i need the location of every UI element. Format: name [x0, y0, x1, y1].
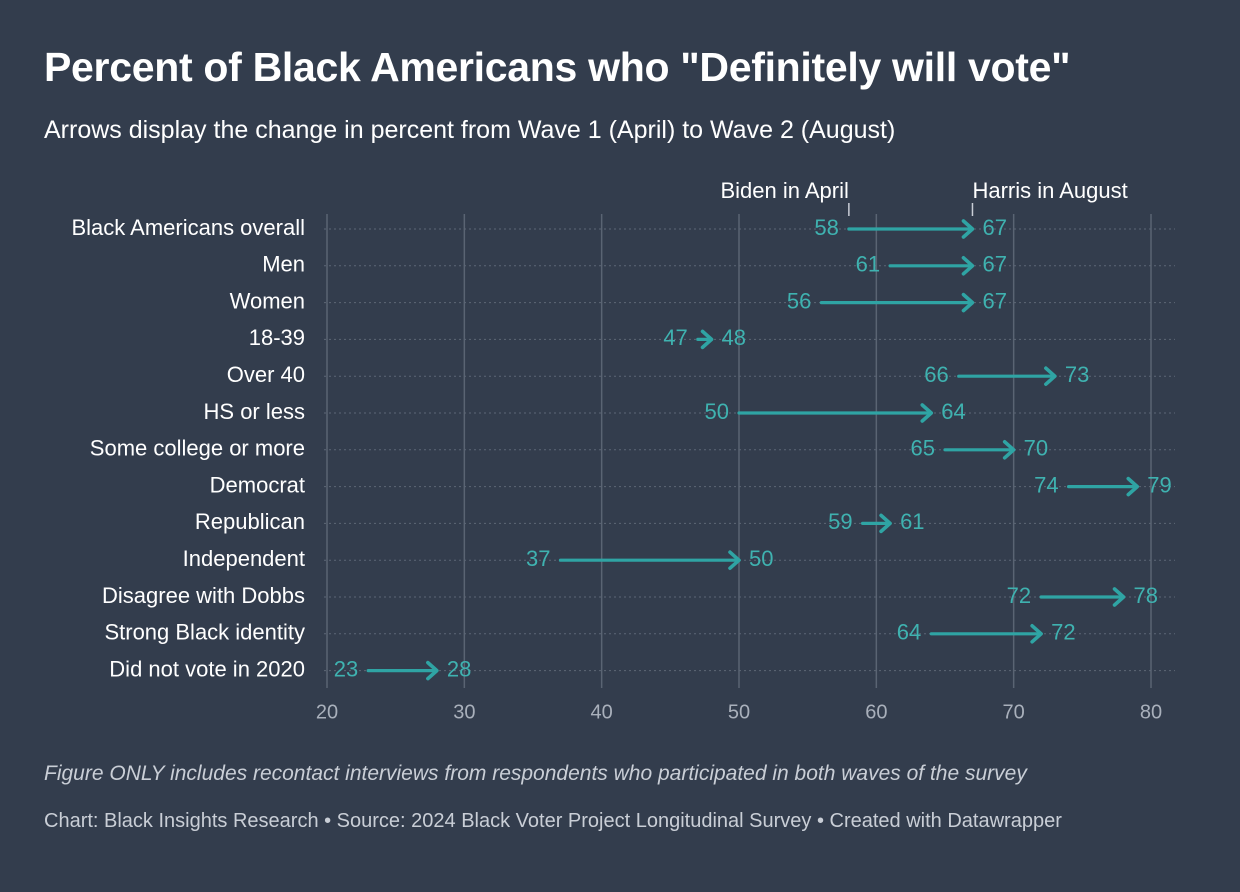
- category-label: Black Americans overall: [71, 215, 305, 240]
- arrow-head: [961, 219, 975, 239]
- category-label: Over 40: [227, 362, 305, 387]
- category-label: Some college or more: [90, 436, 305, 461]
- arrow-head: [1002, 439, 1016, 460]
- end-value-label: 64: [941, 399, 965, 424]
- category-label: HS or less: [204, 399, 305, 424]
- x-tick-label-60: 60: [865, 701, 887, 723]
- x-tick-label-50: 50: [728, 701, 750, 723]
- start-value-label: 74: [1034, 472, 1058, 497]
- start-value-label: 47: [663, 325, 687, 350]
- chart-title: Percent of Black Americans who "Definite…: [44, 44, 1071, 90]
- data-rows: Black Americans overall 58 67 Men 61 67 Women 5…: [71, 215, 1171, 682]
- x-axis: 20 30 40 50 60 70 80: [316, 701, 1162, 723]
- arrow-head: [1126, 476, 1140, 497]
- x-tick-label-70: 70: [1003, 701, 1025, 723]
- category-label: 18-39: [249, 325, 305, 350]
- start-value-label: 64: [897, 620, 921, 645]
- arrow-head: [426, 660, 439, 681]
- x-tick-label-80: 80: [1140, 701, 1162, 723]
- arrow-head: [1044, 366, 1057, 386]
- end-value-label: 50: [749, 546, 773, 571]
- start-value-label: 59: [828, 509, 852, 534]
- arrow-head: [700, 329, 714, 350]
- category-label: Men: [262, 252, 305, 277]
- series-label-august: Harris in August: [972, 178, 1127, 203]
- end-value-label: 61: [900, 509, 924, 534]
- start-value-label: 66: [924, 362, 948, 387]
- end-value-label: 67: [982, 215, 1006, 240]
- arrow-head: [728, 550, 741, 571]
- start-value-label: 50: [705, 399, 729, 424]
- end-value-label: 67: [982, 288, 1006, 313]
- end-value-label: 67: [982, 252, 1006, 277]
- category-label: Republican: [195, 509, 305, 534]
- start-value-label: 37: [526, 546, 550, 571]
- category-label: Disagree with Dobbs: [102, 583, 305, 608]
- arrow-head: [1112, 587, 1126, 607]
- arrow-head: [879, 513, 892, 534]
- arrow-head: [961, 256, 975, 276]
- arrow-head: [920, 403, 934, 423]
- start-value-label: 72: [1007, 583, 1031, 608]
- start-value-label: 23: [334, 656, 358, 681]
- category-label: Democrat: [210, 472, 305, 497]
- start-value-label: 65: [911, 436, 935, 461]
- category-label: Independent: [183, 546, 305, 571]
- chart-note: Figure ONLY includes recontact interview…: [44, 762, 1027, 785]
- end-value-label: 70: [1024, 436, 1048, 461]
- end-value-label: 72: [1051, 620, 1075, 645]
- start-value-label: 58: [814, 215, 838, 240]
- end-value-label: 28: [447, 656, 471, 681]
- category-label: Did not vote in 2020: [109, 656, 305, 681]
- end-value-label: 78: [1134, 583, 1158, 608]
- chart-footer: Chart: Black Insights Research • Source:…: [44, 810, 1062, 832]
- category-label: Strong Black identity: [104, 620, 305, 645]
- end-value-label: 73: [1065, 362, 1089, 387]
- arrow-head: [1030, 623, 1043, 644]
- series-annotations: Biden in April Harris in August: [720, 178, 1128, 216]
- x-tick-label-30: 30: [453, 701, 475, 723]
- start-value-label: 56: [787, 288, 811, 313]
- x-tick-label-20: 20: [316, 701, 338, 723]
- x-tick-label-40: 40: [591, 701, 613, 723]
- end-value-label: 48: [722, 325, 746, 350]
- start-value-label: 61: [856, 252, 880, 277]
- chart-subtitle: Arrows display the change in percent fro…: [44, 116, 896, 144]
- end-value-label: 79: [1147, 472, 1171, 497]
- arrow-chart: Biden in April Harris in August Black Ame…: [71, 178, 1175, 723]
- arrow-head: [961, 292, 975, 313]
- category-label: Women: [230, 288, 305, 313]
- series-label-april: Biden in April: [720, 178, 848, 203]
